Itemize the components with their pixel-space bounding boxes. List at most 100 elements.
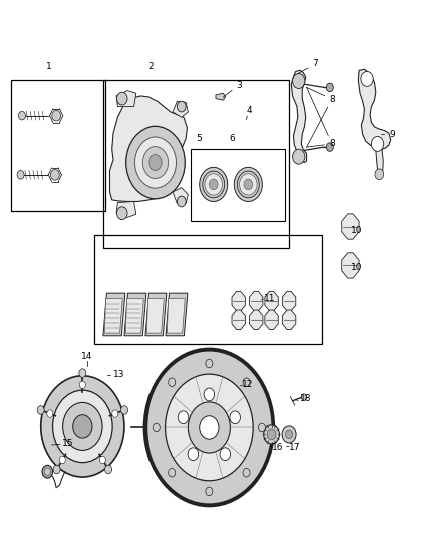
Circle shape — [153, 423, 160, 432]
Circle shape — [59, 456, 65, 464]
Circle shape — [204, 388, 215, 401]
Circle shape — [166, 374, 253, 481]
Circle shape — [134, 137, 177, 188]
Polygon shape — [146, 298, 164, 333]
Circle shape — [42, 465, 53, 478]
Text: 10: 10 — [351, 263, 363, 272]
Polygon shape — [265, 292, 278, 311]
Circle shape — [169, 378, 176, 386]
Polygon shape — [125, 298, 143, 333]
Polygon shape — [110, 96, 187, 201]
Circle shape — [371, 136, 384, 151]
Circle shape — [50, 169, 59, 180]
Bar — [191, 149, 285, 221]
Circle shape — [282, 426, 296, 443]
Circle shape — [243, 378, 250, 386]
Circle shape — [117, 92, 127, 105]
Circle shape — [264, 425, 279, 444]
Circle shape — [244, 179, 253, 190]
Text: 1: 1 — [46, 62, 52, 71]
Circle shape — [220, 448, 230, 461]
Circle shape — [44, 468, 50, 475]
Circle shape — [209, 179, 218, 190]
Polygon shape — [265, 310, 278, 329]
Circle shape — [200, 416, 219, 439]
Circle shape — [145, 349, 274, 506]
Circle shape — [18, 111, 25, 120]
Circle shape — [17, 171, 24, 179]
Text: 3: 3 — [236, 81, 242, 90]
Text: 4: 4 — [247, 107, 252, 115]
Circle shape — [169, 469, 176, 477]
Circle shape — [47, 410, 53, 417]
Circle shape — [52, 110, 60, 121]
Polygon shape — [376, 149, 383, 177]
Circle shape — [120, 406, 127, 414]
Text: 15: 15 — [62, 439, 74, 448]
Circle shape — [258, 423, 265, 432]
Circle shape — [326, 143, 333, 151]
Circle shape — [53, 465, 60, 474]
Circle shape — [230, 411, 240, 424]
Text: 18: 18 — [300, 394, 311, 403]
Circle shape — [63, 402, 102, 450]
Bar — [11, 80, 105, 211]
Polygon shape — [216, 93, 226, 100]
Circle shape — [206, 359, 213, 368]
Circle shape — [73, 415, 92, 438]
Text: 16: 16 — [272, 443, 284, 452]
Circle shape — [99, 456, 106, 464]
Circle shape — [105, 465, 112, 474]
Polygon shape — [116, 201, 136, 217]
Circle shape — [301, 394, 307, 400]
Text: 11: 11 — [264, 294, 275, 303]
Circle shape — [293, 74, 305, 88]
Circle shape — [112, 410, 118, 417]
Circle shape — [234, 167, 262, 201]
Polygon shape — [145, 293, 167, 336]
Circle shape — [126, 126, 185, 199]
Circle shape — [41, 376, 124, 477]
Circle shape — [53, 390, 112, 463]
Bar — [103, 80, 289, 248]
Polygon shape — [342, 214, 359, 239]
Circle shape — [205, 174, 223, 195]
Polygon shape — [173, 101, 188, 117]
Circle shape — [79, 369, 86, 377]
Text: 8: 8 — [329, 95, 335, 103]
Polygon shape — [124, 293, 146, 336]
Text: 5: 5 — [196, 134, 202, 143]
Circle shape — [177, 196, 186, 207]
Text: 6: 6 — [229, 134, 235, 143]
Polygon shape — [232, 292, 245, 311]
Text: 10: 10 — [351, 226, 363, 235]
Circle shape — [361, 71, 373, 86]
Circle shape — [149, 155, 162, 171]
Circle shape — [243, 469, 250, 477]
Polygon shape — [173, 188, 188, 204]
Circle shape — [79, 381, 85, 389]
Circle shape — [267, 429, 276, 440]
Text: 7: 7 — [312, 60, 318, 68]
Polygon shape — [103, 293, 125, 336]
Text: 2: 2 — [148, 62, 154, 71]
Polygon shape — [283, 292, 296, 311]
Text: 9: 9 — [389, 130, 395, 139]
Polygon shape — [167, 298, 185, 333]
Circle shape — [293, 149, 305, 164]
Text: 12: 12 — [242, 381, 253, 389]
Circle shape — [206, 487, 213, 496]
Circle shape — [188, 402, 230, 453]
Polygon shape — [342, 253, 359, 278]
Bar — [94, 235, 322, 344]
Circle shape — [240, 174, 257, 195]
Polygon shape — [283, 310, 296, 329]
Polygon shape — [116, 91, 136, 107]
Polygon shape — [232, 310, 245, 329]
Circle shape — [177, 101, 186, 112]
Text: 17: 17 — [289, 443, 300, 452]
Circle shape — [178, 411, 189, 424]
Circle shape — [375, 169, 384, 180]
Polygon shape — [166, 293, 188, 336]
Circle shape — [326, 83, 333, 92]
